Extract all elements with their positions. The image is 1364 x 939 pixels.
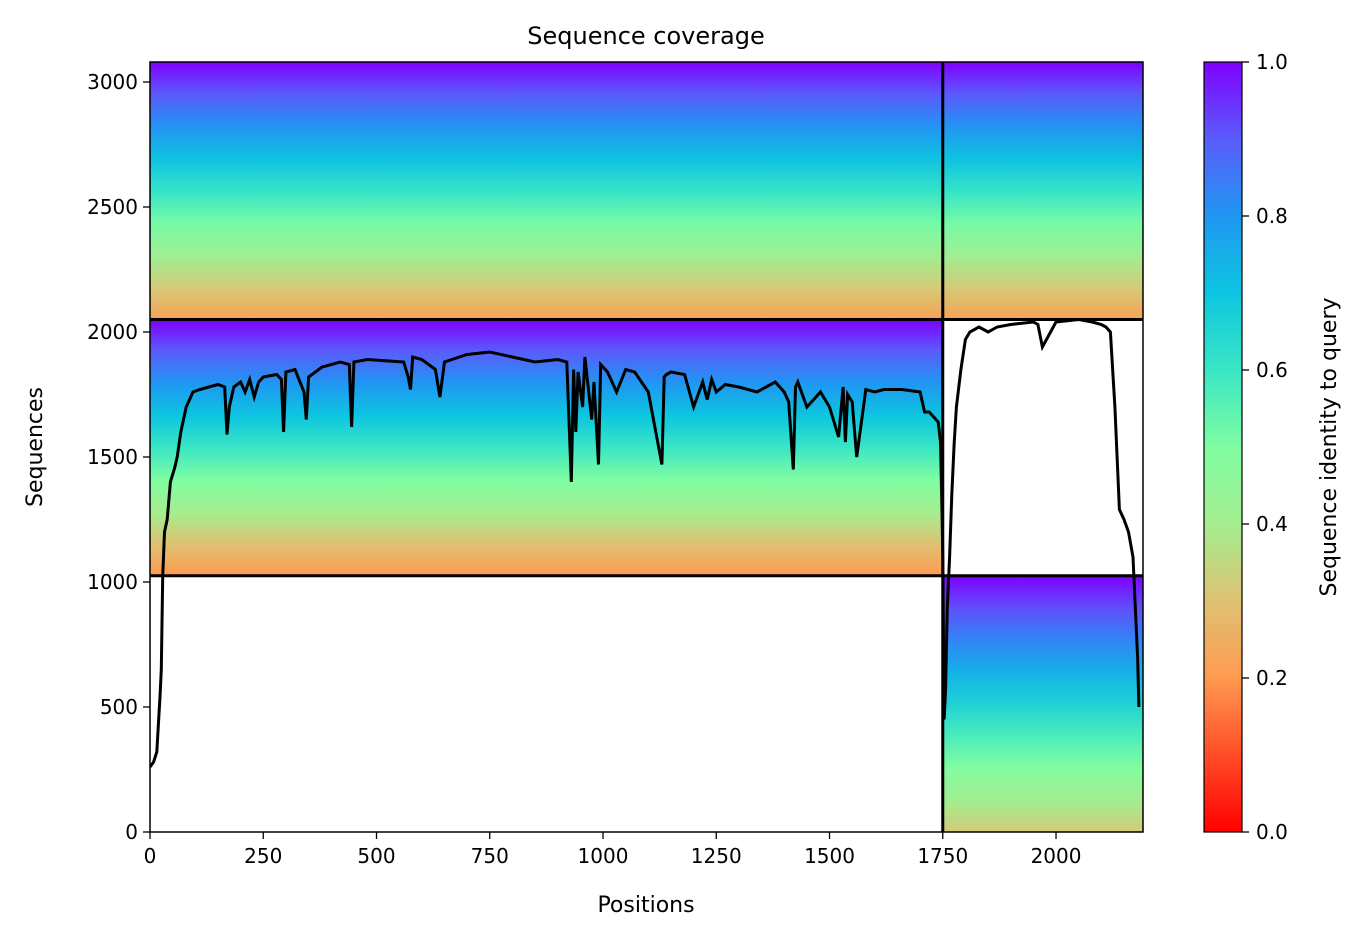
x-tick-label: 1000 (578, 844, 629, 868)
x-tick-label: 500 (357, 844, 395, 868)
x-tick-label: 1750 (917, 844, 968, 868)
colorbar-label: Sequence identity to query (1317, 297, 1342, 596)
x-axis: 0 250 500 750 1000 1250 1500 1750 2000 (144, 832, 1082, 868)
y-tick-label: 0 (125, 820, 138, 844)
x-tick-label: 2000 (1031, 844, 1082, 868)
chain-B-paired-block (942, 62, 1143, 320)
colorbar-tick-label: 0.4 (1256, 512, 1288, 536)
x-tick-label: 250 (244, 844, 282, 868)
chain-B-unpaired-block (942, 575, 1143, 832)
colorbar-tick-label: 0.8 (1256, 204, 1288, 228)
chain-A-paired-block (150, 62, 943, 320)
x-tick-label: 1500 (804, 844, 855, 868)
colorbar (1203, 61, 1243, 833)
chain-A-unpaired-block (150, 319, 943, 576)
colorbar-tick-label: 1.0 (1256, 50, 1288, 74)
x-tick-label: 1250 (691, 844, 742, 868)
x-tick-label: 750 (471, 844, 509, 868)
colorbar-tick-label: 0.6 (1256, 358, 1288, 382)
y-tick-label: 2500 (87, 195, 138, 219)
y-axis: 0 500 1000 1500 2000 2500 3000 (87, 70, 150, 844)
y-tick-label: 2000 (87, 320, 138, 344)
x-axis-label: Positions (597, 893, 694, 918)
colorbar-tick-label: 0.0 (1256, 820, 1288, 844)
y-tick-label: 500 (100, 695, 138, 719)
y-axis-label: Sequences (23, 387, 48, 507)
chart-title: Sequence coverage (527, 22, 764, 50)
y-tick-label: 3000 (87, 70, 138, 94)
y-tick-label: 1500 (87, 445, 138, 469)
coverage-line (150, 317, 1141, 768)
plot-frame (149, 61, 1144, 833)
x-tick-label: 0 (144, 844, 157, 868)
colorbar-axis: 0.0 0.2 0.4 0.6 0.8 1.0 (1242, 50, 1288, 844)
y-tick-label: 1000 (87, 570, 138, 594)
colorbar-tick-label: 0.2 (1256, 666, 1288, 690)
msa-blocks (150, 62, 1143, 832)
